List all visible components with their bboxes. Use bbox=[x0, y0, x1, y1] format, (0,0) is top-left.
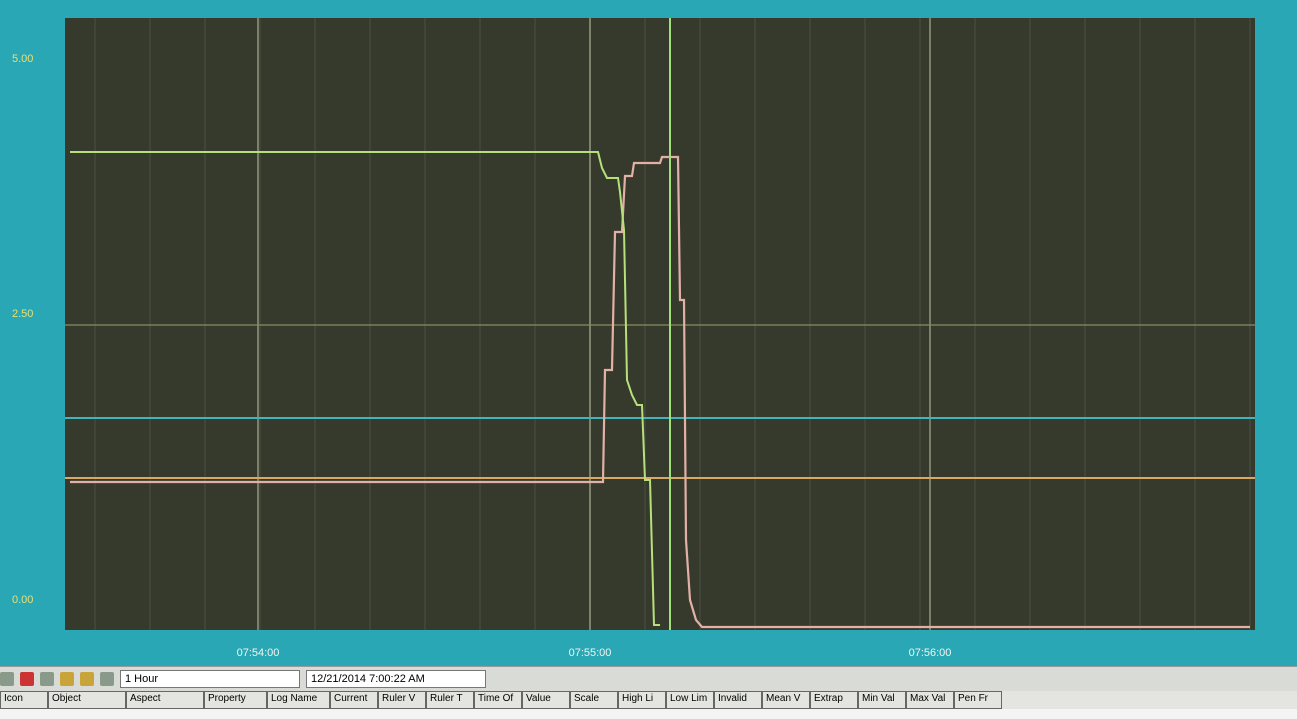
column-header[interactable]: Value bbox=[522, 691, 570, 709]
tool-icon[interactable] bbox=[0, 672, 14, 686]
timestamp-field[interactable]: 12/21/2014 7:00:22 AM bbox=[306, 670, 486, 688]
x-tick-label: 07:54:00 bbox=[237, 647, 280, 659]
column-header[interactable]: Pen Fr bbox=[954, 691, 1002, 709]
column-header[interactable]: Icon bbox=[0, 691, 48, 709]
column-header[interactable]: Min Val bbox=[858, 691, 906, 709]
column-header[interactable]: Log Name bbox=[267, 691, 330, 709]
column-header[interactable]: Scale bbox=[570, 691, 618, 709]
tool-icon[interactable] bbox=[80, 672, 94, 686]
tool-icon[interactable] bbox=[60, 672, 74, 686]
column-header[interactable]: Object bbox=[48, 691, 126, 709]
column-header[interactable]: Ruler V bbox=[378, 691, 426, 709]
column-header[interactable]: High Li bbox=[618, 691, 666, 709]
toolbar: 1 Hour 12/21/2014 7:00:22 AM bbox=[0, 666, 1297, 691]
y-tick-label: 5.00 bbox=[12, 53, 33, 65]
tool-icon[interactable] bbox=[20, 672, 34, 686]
column-header[interactable]: Property bbox=[204, 691, 267, 709]
y-tick-label: 0.00 bbox=[12, 594, 33, 606]
time-span-select[interactable]: 1 Hour bbox=[120, 670, 300, 688]
y-tick-label: 2.50 bbox=[12, 308, 33, 320]
trend-chart: 5.00 2.50 0.00 07:54:00 07:55:00 07:56:00 bbox=[0, 0, 1297, 666]
pen-table-row bbox=[0, 709, 1297, 719]
x-tick-label: 07:55:00 bbox=[569, 647, 612, 659]
column-header[interactable]: Time Of bbox=[474, 691, 522, 709]
column-header[interactable]: Extrap bbox=[810, 691, 858, 709]
plot-area bbox=[65, 18, 1255, 630]
trend-window: 5.00 2.50 0.00 07:54:00 07:55:00 07:56:00 1 … bbox=[0, 0, 1297, 719]
column-header[interactable]: Ruler T bbox=[426, 691, 474, 709]
column-header[interactable]: Invalid bbox=[714, 691, 762, 709]
column-header[interactable]: Current bbox=[330, 691, 378, 709]
column-header[interactable]: Mean V bbox=[762, 691, 810, 709]
column-header[interactable]: Low Lim bbox=[666, 691, 714, 709]
column-header[interactable]: Aspect bbox=[126, 691, 204, 709]
tool-icon[interactable] bbox=[100, 672, 114, 686]
tool-icon[interactable] bbox=[40, 672, 54, 686]
column-header[interactable]: Max Val bbox=[906, 691, 954, 709]
x-tick-label: 07:56:00 bbox=[909, 647, 952, 659]
